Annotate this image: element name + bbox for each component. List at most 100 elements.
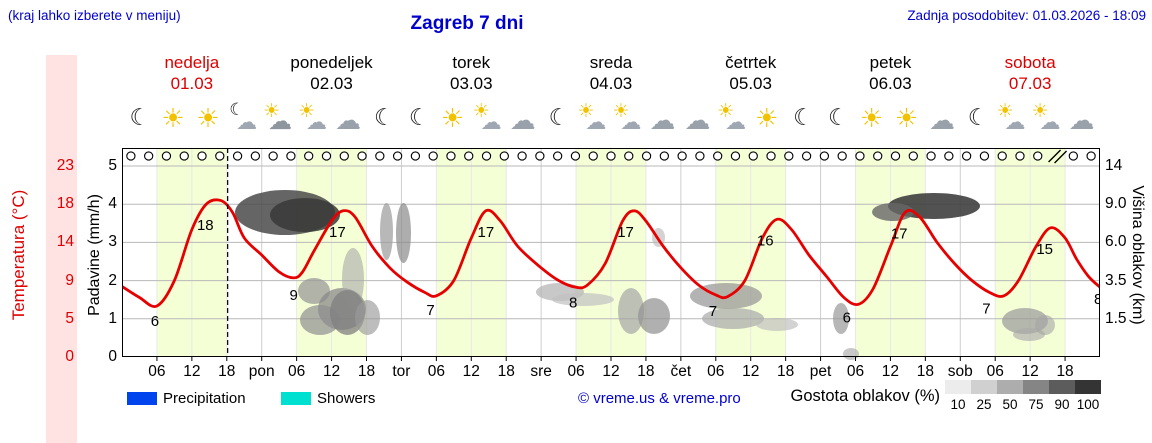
weather-icon-moon: ☾ — [542, 101, 576, 141]
cloud-cover-circle — [979, 151, 990, 161]
hour-tick: 12 — [742, 363, 760, 380]
cloud-blob — [843, 348, 859, 360]
credit-link[interactable]: © vreme.us & vreme.pro — [578, 390, 741, 407]
hour-tick: 12 — [322, 363, 341, 380]
cloud-cover-circle — [926, 151, 936, 161]
cloud-blob — [396, 203, 411, 263]
cloud-cover-circle — [392, 151, 403, 161]
cloud-cover-circle — [961, 151, 972, 161]
temp-tick: 0 — [65, 348, 74, 365]
cloud-icon: ☁ — [335, 105, 362, 135]
cloud-height-tick: 3.5 — [1105, 271, 1127, 289]
cloud-cover-circle — [1068, 151, 1078, 161]
hour-tick: 06 — [288, 363, 306, 380]
cloud-cover-circle — [1033, 151, 1043, 161]
weather-icon-partly: ☀ ☁ — [996, 101, 1030, 141]
hour-tick: 12 — [881, 363, 900, 380]
cloud-blob — [702, 308, 764, 329]
weather-icon-cloud: ☁ — [646, 101, 680, 141]
showers-label: Showers — [317, 390, 376, 407]
cloud-cover-circle — [428, 151, 438, 161]
hour-tick: 18 — [218, 363, 236, 380]
weather-icon-sun: ☀ — [856, 101, 890, 141]
density-tick: 75 — [1028, 397, 1044, 412]
weather-icon-cloud: ☁ — [1066, 101, 1100, 141]
cloud-icon: ☁ — [268, 108, 293, 135]
cloud-cover-circle — [908, 151, 918, 161]
cloud-cover-circle — [339, 151, 349, 161]
density-segment — [971, 380, 997, 394]
temp-tick: 18 — [56, 195, 74, 213]
weather-icon-cloud: ☁ — [681, 101, 715, 141]
sun-icon: ☀ — [717, 101, 735, 122]
cloud-height-tick: 9.0 — [1105, 195, 1127, 213]
day-name: sobota — [1004, 53, 1056, 72]
temp-value-label: 7 — [426, 302, 434, 319]
hour-tick: 06 — [427, 363, 445, 380]
temp-value-label: 16 — [757, 232, 774, 249]
weather-icon-sun: ☀ — [437, 101, 471, 141]
temp-value-label: 6 — [843, 310, 851, 327]
cloud-icon: ☁ — [480, 111, 502, 134]
day-header: torek 03.03 — [401, 52, 541, 94]
cloud-cover-circle — [659, 151, 669, 161]
temp-axis-band — [46, 55, 77, 443]
cloud-height-tick: 1.5 — [1105, 309, 1127, 327]
day-abbrev: sob — [947, 363, 973, 380]
cloud-icon: ☁ — [684, 105, 711, 135]
moon-icon: ☾ — [408, 104, 430, 130]
last-update: Zadnja posodobitev: 01.03.2026 - 18:09 — [907, 8, 1146, 23]
cloud-blob — [552, 293, 614, 306]
cloud-density-ticks: 10 25 50 75 90 100 — [945, 397, 1101, 412]
hour-tick: 18 — [357, 363, 376, 380]
meteogram-plot: 6 18 9 17 7 17 8 17 7 16 6 17 7 15 8 — [120, 148, 1102, 361]
sun-icon: ☀ — [859, 103, 884, 133]
day-header: četrtek 05.03 — [681, 52, 821, 94]
weather-icon-partly: ☀ ☁ — [577, 101, 611, 141]
cloud-cover-circle — [232, 151, 243, 161]
weather-icon-mooncloud: ☾ ☁ — [227, 101, 261, 141]
cloud-cover-circle — [855, 151, 865, 161]
cloud-icon: ☁ — [1039, 111, 1061, 134]
hour-tick: 18 — [916, 363, 934, 380]
cloud-blob — [1013, 328, 1045, 341]
day-abbrev: pet — [809, 363, 832, 380]
weather-icon-sun: ☀ — [751, 101, 785, 141]
weather-icon-moon: ☾ — [122, 101, 156, 141]
day-date: 02.03 — [310, 74, 353, 93]
temp-tick: 14 — [56, 233, 74, 251]
density-segment — [997, 380, 1023, 394]
cloud-cover-circle — [144, 151, 154, 161]
hour-tick: 06 — [148, 363, 166, 380]
weather-icon-partly: ☀ ☁ — [716, 101, 750, 141]
plot-border — [122, 148, 1100, 357]
cloud-icon: ☁ — [725, 111, 747, 134]
temp-value-label: 17 — [477, 224, 494, 241]
cloud-cover-circle — [286, 151, 296, 161]
hour-tick: 12 — [183, 363, 201, 380]
day-date: 03.03 — [450, 74, 493, 93]
sun-icon: ☀ — [577, 101, 595, 122]
weather-icon-partly: ☀ ☁ — [472, 101, 506, 141]
density-tick: 25 — [976, 397, 992, 412]
day-date: 05.03 — [729, 74, 772, 93]
hour-tick: 12 — [1021, 363, 1039, 380]
precip-tick: 0 — [108, 348, 117, 365]
weather-icon-moon: ☾ — [402, 101, 436, 141]
temp-tick: 5 — [65, 309, 74, 327]
hour-tick: 06 — [846, 363, 865, 380]
cloud-icon: ☁ — [509, 105, 536, 135]
precip-tick: 4 — [108, 195, 117, 213]
day-abbrev: čet — [670, 363, 692, 380]
temp-tick: 9 — [65, 271, 74, 289]
moon-icon: ☾ — [548, 104, 570, 130]
cloud-icon: ☁ — [620, 111, 642, 134]
cloud-blob — [270, 198, 340, 232]
cloud-cover-circle — [570, 151, 581, 161]
cloud-cover-circle — [268, 151, 278, 161]
hour-tick: 12 — [602, 363, 620, 380]
precipitation-swatch — [127, 392, 157, 405]
temp-tick: 23 — [56, 157, 74, 174]
hour-tick: 06 — [707, 363, 725, 380]
sun-icon: ☀ — [161, 103, 185, 133]
